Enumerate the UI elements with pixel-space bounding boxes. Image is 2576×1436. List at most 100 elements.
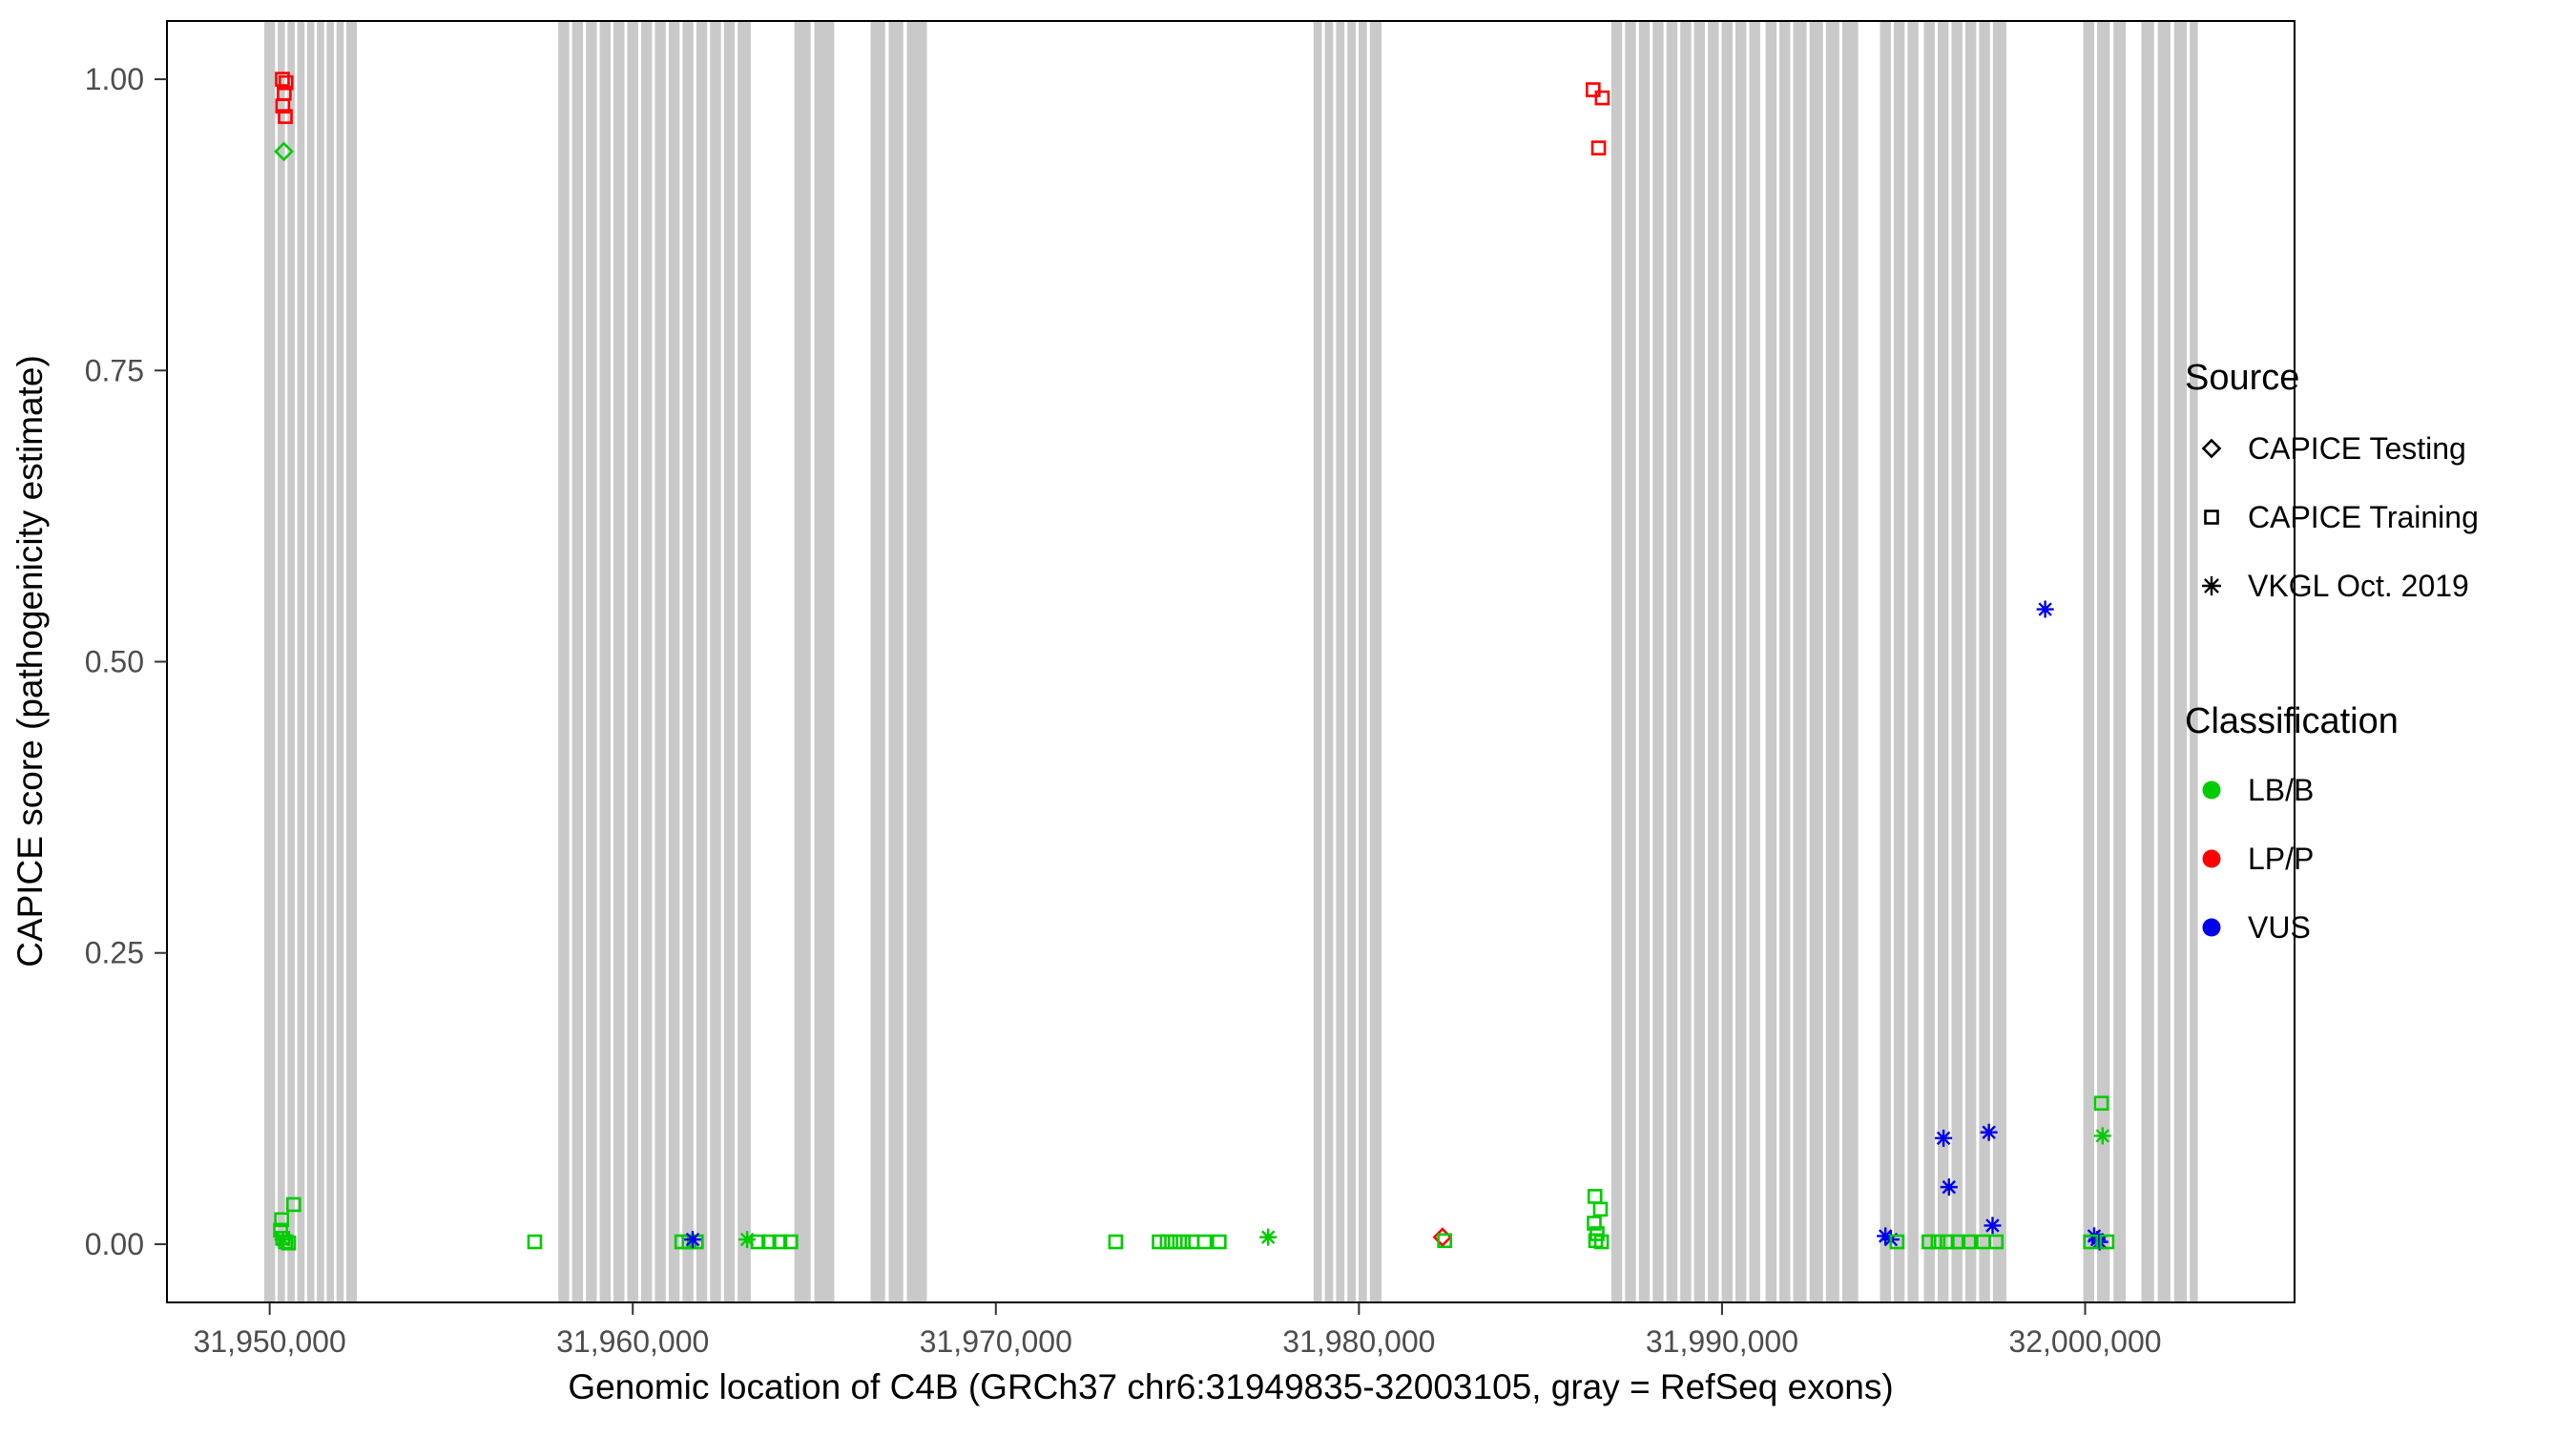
point-square <box>1950 1234 1966 1250</box>
exon-bar <box>906 21 927 1302</box>
exon-bar <box>1937 21 1949 1302</box>
point-square <box>1593 1234 1610 1250</box>
exon-bar <box>682 21 694 1302</box>
point-square <box>1587 1216 1602 1231</box>
point-square <box>1167 1234 1183 1250</box>
point-square <box>1988 1234 2005 1250</box>
point-diamond <box>1432 1227 1453 1247</box>
x-tick-label: 31,970,000 <box>920 1324 1072 1359</box>
legend-classification-title: Classification <box>2185 701 2399 741</box>
exon-bar <box>2157 21 2171 1302</box>
exon-bar <box>2141 21 2154 1302</box>
point-square <box>275 72 290 87</box>
point-diamond <box>274 141 294 162</box>
x-tick-label: 32,000,000 <box>2008 1324 2161 1359</box>
exon-bar <box>1779 21 1791 1302</box>
point-square <box>1108 1234 1124 1250</box>
refseq-exon-bars <box>263 21 2198 1302</box>
point-square <box>1594 90 1610 106</box>
exon-bar <box>317 21 324 1302</box>
point-asterisk <box>1984 1217 2002 1235</box>
point-square <box>1196 1234 1213 1250</box>
exon-bar <box>1680 21 1692 1302</box>
point-square <box>1889 1234 1905 1250</box>
legend-classification-item-label: LB/B <box>2248 773 2314 807</box>
point-square <box>1590 140 1607 156</box>
point-square <box>1592 1201 1609 1217</box>
exon-bar <box>263 21 276 1302</box>
point-square <box>278 109 293 124</box>
point-square <box>278 74 294 91</box>
exon-bar <box>654 21 666 1302</box>
legend-classification-item-label: LP/P <box>2248 842 2314 876</box>
point-square <box>1152 1234 1167 1250</box>
exon-bar <box>1923 21 1935 1302</box>
exon-bar <box>723 21 736 1302</box>
point-square <box>527 1234 543 1250</box>
exon-bar <box>1765 21 1777 1302</box>
point-asterisk <box>2036 600 2054 618</box>
exon-bar <box>2083 21 2095 1302</box>
exon-bar <box>345 21 357 1302</box>
data-points-layer <box>273 72 2115 1251</box>
point-square <box>761 1234 777 1250</box>
exon-bar <box>1638 21 1651 1302</box>
exon-bar <box>1979 21 1990 1302</box>
legend-source-title: Source <box>2185 358 2299 398</box>
point-asterisk <box>2093 1127 2111 1145</box>
exon-bar <box>599 21 612 1302</box>
exon-bar <box>1358 21 1367 1302</box>
x-tick-label: 31,960,000 <box>556 1324 709 1359</box>
exon-bar <box>2113 21 2127 1302</box>
exon-bar <box>336 21 344 1302</box>
point-square <box>275 98 291 114</box>
legend-source-item-label: CAPICE Training <box>2248 500 2479 534</box>
point-asterisk <box>1940 1178 1958 1197</box>
exon-bar <box>640 21 653 1302</box>
exon-bar <box>696 21 708 1302</box>
legend-source-item-label: CAPICE Testing <box>2248 431 2466 466</box>
exon-bar <box>1841 21 1859 1302</box>
x-tick-label: 31,950,000 <box>194 1324 346 1359</box>
point-square <box>1212 1234 1227 1250</box>
point-square <box>1586 82 1601 97</box>
legend-classification-dot <box>2202 780 2221 800</box>
point-diamond <box>2201 438 2222 459</box>
exon-bar <box>558 21 570 1302</box>
exon-bar <box>1907 21 1919 1302</box>
exon-bar <box>1749 21 1760 1302</box>
x-tick-label: 31,990,000 <box>1646 1324 1798 1359</box>
exon-bar <box>794 21 811 1302</box>
point-asterisk <box>684 1231 702 1249</box>
exon-bar <box>888 21 904 1302</box>
point-square <box>1437 1233 1452 1249</box>
legend-classification-items: LB/B LP/P VUS <box>2202 773 2314 945</box>
y-axis: 0.00 0.25 0.50 0.75 1.00 <box>85 62 167 1261</box>
point-asterisk <box>1980 1123 1998 1141</box>
exon-bar <box>1809 21 1823 1302</box>
exon-bar <box>1721 21 1733 1302</box>
x-tick-label: 31,980,000 <box>1282 1324 1435 1359</box>
exon-bar <box>287 21 295 1302</box>
exon-bar <box>613 21 625 1302</box>
point-asterisk <box>274 1231 292 1249</box>
point-square <box>1940 1234 1955 1250</box>
x-axis: 31,950,000 31,960,000 31,970,000 31,980,000… <box>194 1302 2162 1359</box>
exon-bar <box>2097 21 2110 1302</box>
point-square <box>1159 1234 1175 1250</box>
exon-bar <box>1625 21 1636 1302</box>
exon-bar <box>668 21 680 1302</box>
exon-bar <box>1951 21 1963 1302</box>
point-square <box>285 1197 301 1213</box>
point-square <box>1184 1234 1200 1250</box>
exon-bar <box>1992 21 2006 1302</box>
y-tick-label: 0.75 <box>85 353 144 387</box>
point-square <box>782 1234 799 1250</box>
legend-classification-dot <box>2202 918 2221 937</box>
exon-bar <box>1880 21 1891 1302</box>
exon-bar <box>1666 21 1678 1302</box>
point-square <box>1922 1234 1937 1250</box>
exon-bar <box>1313 21 1322 1302</box>
exon-bar <box>1369 21 1381 1302</box>
